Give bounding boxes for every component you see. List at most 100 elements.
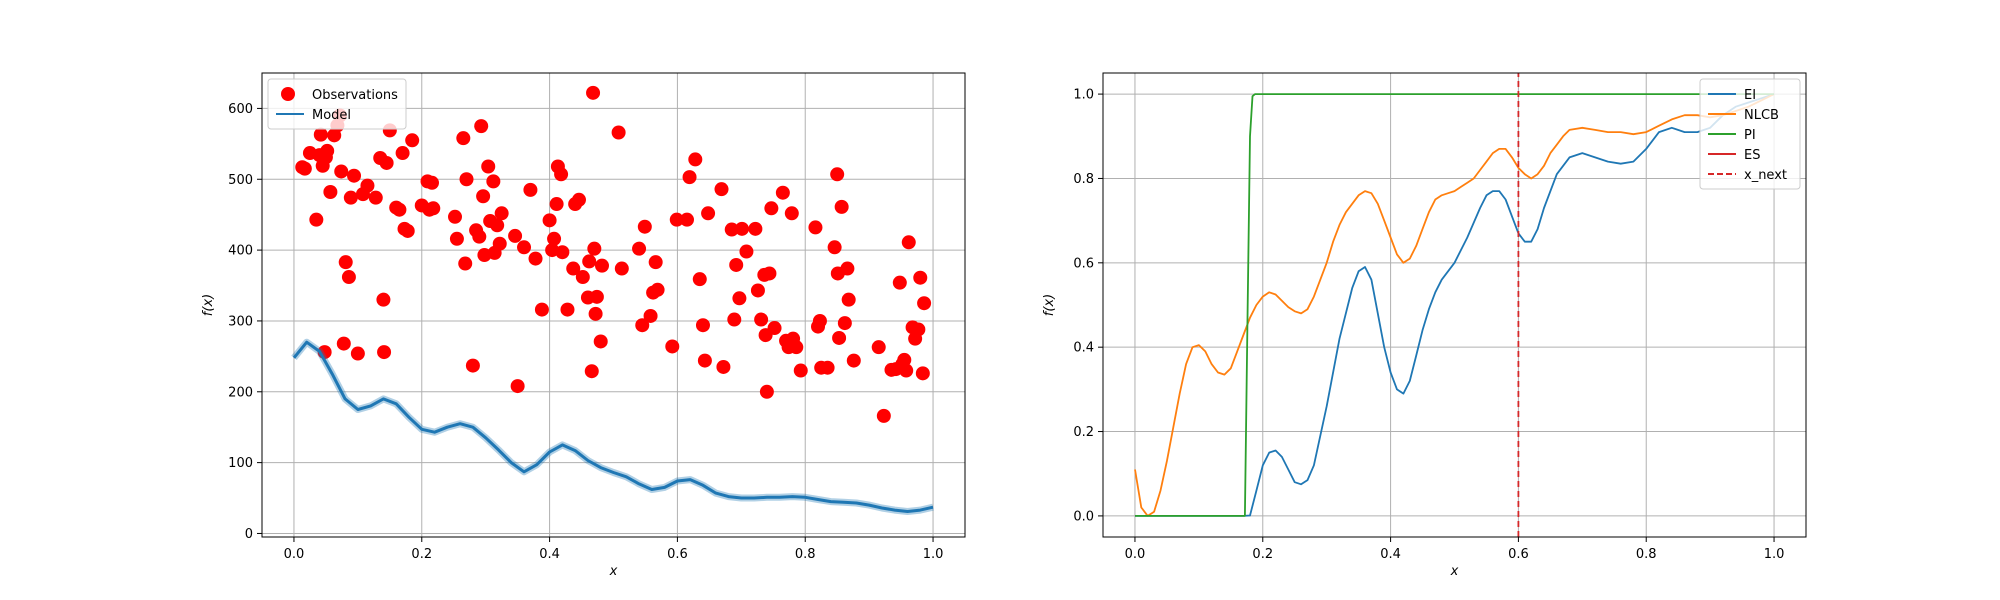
observation-point <box>759 384 774 399</box>
observation-point <box>635 318 650 333</box>
x-tick-label: 1.0 <box>1764 547 1785 562</box>
y-axis-label: f(x) <box>1042 294 1057 316</box>
observation-point <box>913 270 928 285</box>
x-axis-label: x <box>609 564 618 579</box>
observation-point <box>492 236 507 251</box>
observation-point <box>679 212 694 227</box>
observation-point <box>376 292 391 307</box>
observation-point <box>643 308 658 323</box>
observation-point <box>449 231 464 246</box>
y-axis-label: f(x) <box>201 294 216 316</box>
observation-point <box>732 291 747 306</box>
observation-point <box>554 167 569 182</box>
series-line-ei <box>1135 93 1775 517</box>
observation-point <box>748 221 763 236</box>
legend-label: Model <box>312 108 351 123</box>
right-chart-panel: 0.0 0.2 0.4 0.6 0.8 1.0 0.0 0.2 0.4 0.6 0.8 1.0 x f(x… <box>1042 72 1807 579</box>
observation-point <box>336 336 351 351</box>
observation-point <box>542 213 557 228</box>
observation-point <box>767 321 782 336</box>
observation-point <box>586 85 601 100</box>
observation-point <box>458 256 473 271</box>
observation-point <box>566 261 581 276</box>
observation-point <box>392 202 407 217</box>
observation-point <box>459 172 474 187</box>
observation-point <box>841 292 856 307</box>
observation-point <box>395 146 410 161</box>
observation-point <box>547 231 562 246</box>
x-tick-label: 0.4 <box>539 547 560 562</box>
observation-point <box>343 190 358 205</box>
observation-point <box>727 312 742 327</box>
observation-point <box>320 143 335 158</box>
observation-point <box>911 322 926 337</box>
x-tick-label: 0.6 <box>667 547 688 562</box>
legend-box <box>1699 78 1801 190</box>
observation-point <box>594 258 609 273</box>
x-tick-label: 0.2 <box>411 547 432 562</box>
observation-point <box>793 363 808 378</box>
observation-point <box>486 174 501 189</box>
observation-point <box>897 352 912 367</box>
observation-point <box>474 119 489 134</box>
observation-point <box>309 212 324 227</box>
observation-point <box>688 152 703 167</box>
observation-point <box>534 302 549 317</box>
observation-point <box>739 244 754 259</box>
y-tick-label: 500 <box>228 173 253 188</box>
observation-point <box>584 364 599 379</box>
y-tick-label: 0.2 <box>1073 425 1094 440</box>
plot-area <box>1103 73 1806 537</box>
observation-point <box>582 254 597 269</box>
y-tick-label: 100 <box>228 456 253 471</box>
x-tick-label: 0.0 <box>284 547 305 562</box>
y-tick-label: 600 <box>228 102 253 117</box>
observation-point <box>820 360 835 375</box>
observation-point <box>517 240 532 255</box>
observation-point <box>476 189 491 204</box>
y-tick-label: 1.0 <box>1073 88 1094 103</box>
observation-point <box>648 255 663 270</box>
observation-point <box>472 229 487 244</box>
observation-point <box>901 235 916 250</box>
observation-point <box>377 345 392 360</box>
legend-label: ES <box>1744 148 1760 163</box>
observation-point <box>695 318 710 333</box>
observation-point <box>846 353 861 368</box>
y-tick-label: 400 <box>228 244 253 259</box>
observation-point <box>729 257 744 272</box>
observation-point <box>297 161 312 176</box>
observation-point <box>341 270 356 285</box>
axes-frame <box>1102 72 1807 538</box>
x-tick-label: 0.4 <box>1380 547 1401 562</box>
legend-label: NLCB <box>1744 108 1779 123</box>
observation-point <box>555 245 570 260</box>
legend-box <box>267 78 407 130</box>
y-tick-label: 0 <box>245 527 253 542</box>
observation-point <box>871 340 886 355</box>
observation-point <box>899 363 914 378</box>
observation-point <box>892 275 907 290</box>
x-tick-label: 0.0 <box>1125 547 1146 562</box>
observation-point <box>632 241 647 256</box>
plot-area <box>262 73 965 537</box>
observation-point <box>575 270 590 285</box>
legend-label: PI <box>1744 128 1756 143</box>
observation-point <box>917 296 932 311</box>
observation-point <box>368 190 383 205</box>
observation-point <box>665 339 680 354</box>
observation-point <box>827 240 842 255</box>
observation-point <box>379 155 394 170</box>
observation-point <box>334 164 349 179</box>
observation-point <box>528 251 543 266</box>
observation-point <box>876 408 891 423</box>
observation-point <box>587 241 602 256</box>
observation-point <box>775 185 790 200</box>
observation-point <box>734 221 749 236</box>
legend-marker <box>281 87 295 101</box>
left-chart-panel: 0.0 0.2 0.4 0.6 0.8 1.0 0 100 200 300 400 500 600 x f(… <box>201 72 966 579</box>
series-line-nlcb <box>1134 93 1775 517</box>
x-tick-label: 0.2 <box>1252 547 1273 562</box>
observation-point <box>313 127 328 142</box>
